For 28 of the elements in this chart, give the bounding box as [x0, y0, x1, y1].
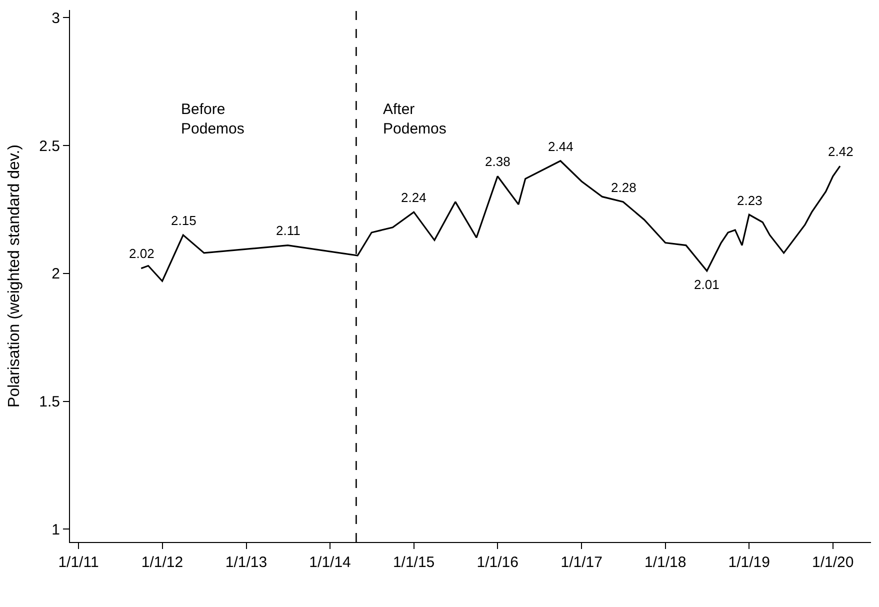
annotation: 2.23: [737, 193, 762, 208]
y-axis-title: Polarisation (weighted standard dev.): [6, 144, 24, 408]
annotation: After Podemos: [383, 101, 446, 138]
x-tick-label: 1/1/19: [728, 554, 770, 571]
x-tick-label: 1/1/11: [58, 554, 99, 571]
annotation: 2.01: [694, 277, 720, 292]
annotation: 2.11: [276, 223, 300, 238]
y-tick-label: 2.5: [39, 138, 60, 155]
annotation: 2.28: [611, 180, 636, 195]
annotation: 2.24: [401, 190, 426, 205]
x-tick-label: 1/1/12: [141, 554, 184, 571]
x-tick-label: 1/1/15: [392, 554, 435, 571]
y-tick-label: 3: [52, 10, 60, 27]
y-tick-label: 1: [52, 521, 60, 538]
x-tick-label: 1/1/18: [644, 554, 686, 571]
x-tick-label: 1/1/20: [812, 554, 854, 571]
x-tick-label: 1/1/14: [309, 554, 351, 571]
x-tick-label: 1/1/13: [225, 554, 268, 571]
annotation: 2.42: [828, 144, 854, 159]
x-tick-label: 1/1/17: [560, 554, 602, 571]
annotation: 2.02: [129, 246, 154, 261]
annotation: 2.44: [548, 139, 574, 154]
annotation: 2.38: [485, 154, 510, 169]
annotation: Before Podemos: [181, 101, 244, 138]
y-tick-label: 2: [52, 266, 60, 283]
y-tick-label: 1.5: [39, 394, 60, 411]
annotation: 2.15: [171, 213, 196, 228]
x-tick-label: 1/1/16: [476, 554, 518, 571]
